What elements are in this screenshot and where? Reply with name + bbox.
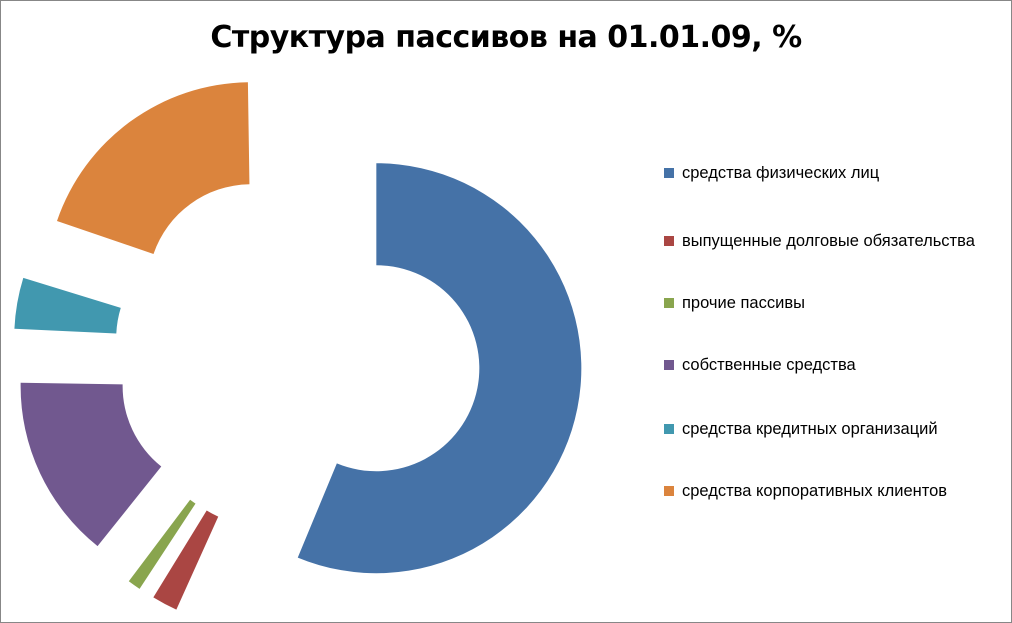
donut-slice	[297, 163, 582, 574]
legend-item: собственные средства	[664, 352, 1002, 378]
legend-item: средства кредитных организаций	[664, 416, 1002, 442]
legend-swatch	[664, 298, 674, 308]
legend-item: прочие пассивы	[664, 290, 1002, 316]
legend-label: средства физических лиц	[682, 164, 880, 182]
legend-swatch	[664, 486, 674, 496]
legend-label: средства корпоративных клиентов	[682, 482, 948, 500]
legend-label: выпущенные долговые обязательства	[682, 232, 975, 250]
legend-label: средства кредитных организаций	[682, 420, 938, 438]
donut-slice	[20, 382, 162, 547]
legend-item: средства корпоративных клиентов	[664, 478, 1002, 504]
donut-slice	[56, 82, 250, 254]
legend-swatch	[664, 168, 674, 178]
legend-label: прочие пассивы	[682, 294, 805, 312]
legend-item: выпущенные долговые обязательства	[664, 228, 1002, 254]
legend-label: собственные средства	[682, 356, 856, 374]
donut-slice	[128, 499, 196, 589]
legend-swatch	[664, 236, 674, 246]
donut-slice	[153, 510, 219, 610]
donut-slice	[14, 277, 121, 334]
legend-item: средства физических лиц	[664, 160, 1002, 186]
legend-swatch	[664, 360, 674, 370]
chart-title: Структура пассивов на 01.01.09, %	[210, 20, 802, 55]
legend-swatch	[664, 424, 674, 434]
